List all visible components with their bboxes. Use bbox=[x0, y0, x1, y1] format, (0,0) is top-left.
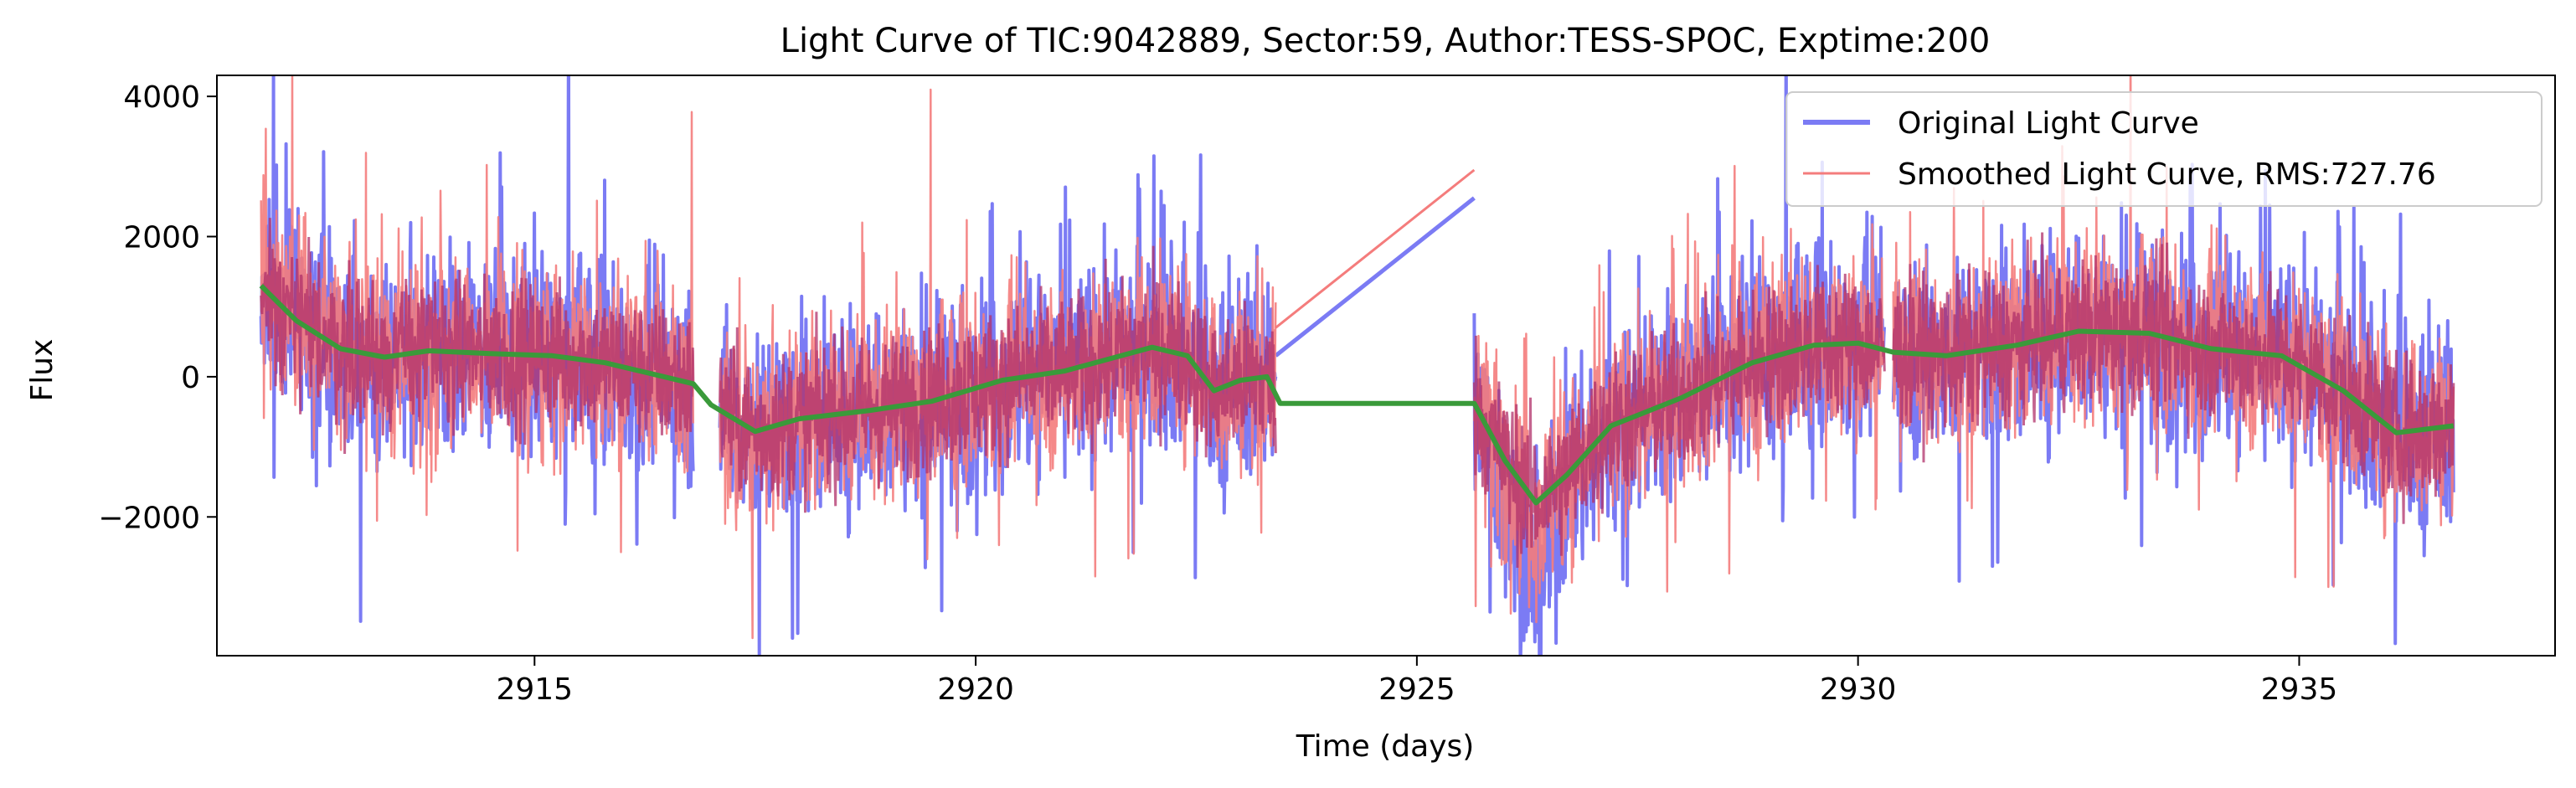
plot-frame bbox=[216, 75, 2556, 657]
y-axis-label: Flux bbox=[25, 339, 59, 402]
x-axis: 2915 2920 2925 2930 2935 bbox=[496, 656, 2337, 707]
x-tick-label: 2925 bbox=[1378, 672, 1455, 707]
series-layer bbox=[259, 75, 2455, 656]
series-trend-line bbox=[259, 283, 2455, 506]
y-tick-label: 0 bbox=[181, 361, 200, 395]
x-axis-label: Time (days) bbox=[1296, 729, 1475, 764]
y-tick-label: 2000 bbox=[123, 221, 200, 255]
chart-title: Light Curve of TIC:9042889, Sector:59, A… bbox=[781, 22, 1991, 60]
x-tick-label: 2920 bbox=[937, 672, 1014, 707]
legend-label-smoothed: Smoothed Light Curve, RMS:727.76 bbox=[1898, 157, 2436, 192]
legend: Original Light Curve Smoothed Light Curv… bbox=[1785, 91, 2543, 207]
x-tick-label: 2930 bbox=[1820, 672, 1897, 707]
series-original-gap-line bbox=[1274, 196, 1476, 358]
series-smoothed-gap-line bbox=[1275, 168, 1476, 329]
x-tick-label: 2935 bbox=[2261, 672, 2338, 707]
legend-label-original: Original Light Curve bbox=[1898, 106, 2199, 141]
y-tick-label: 4000 bbox=[123, 80, 200, 115]
legend-box bbox=[1785, 91, 2543, 207]
y-axis: 4000 2000 0 −2000 bbox=[98, 80, 217, 535]
x-tick-label: 2915 bbox=[496, 672, 573, 707]
y-tick-label: −2000 bbox=[98, 501, 200, 535]
